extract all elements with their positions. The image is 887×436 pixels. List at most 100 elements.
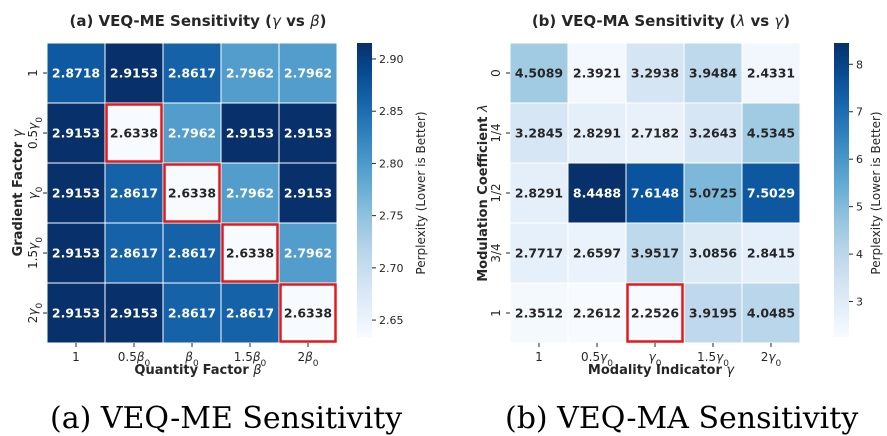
- cell-value-label: 3.2643: [689, 126, 737, 141]
- heatmap-cell: [567, 162, 627, 224]
- cell-value-label: 2.8617: [168, 306, 216, 321]
- x-tick-label: β0: [184, 350, 199, 369]
- cell-value-label: 3.0856: [689, 246, 738, 261]
- cell-value-label: 5.0725: [689, 186, 737, 201]
- cell-value-label: 4.5345: [747, 126, 795, 141]
- heatmap-cell: [625, 222, 685, 284]
- heatmap-cell: [683, 102, 743, 164]
- colorbar-tick-label: 2.65: [379, 314, 404, 327]
- cell-value-label: 2.2612: [573, 306, 621, 321]
- y-tick-label: 2γ0: [26, 302, 45, 323]
- y-tick-label: 1: [489, 309, 503, 317]
- heatmap-cell: [46, 42, 106, 104]
- cell-value-label: 8.4488: [573, 186, 621, 201]
- y-tick-label: 1/2: [489, 183, 503, 202]
- heatmap-cell: [278, 102, 338, 164]
- cell-value-label: 2.3512: [515, 306, 563, 321]
- colorbar-tick-label: 2.70: [379, 262, 404, 275]
- x-axis-label: Modality Indicator γ: [588, 363, 736, 378]
- heatmap-cell: [567, 282, 627, 344]
- cell-value-label: 2.6338: [110, 126, 158, 141]
- heatmap-cell: [162, 102, 222, 164]
- cell-value-label: 2.9153: [110, 306, 158, 321]
- x-tick-label: 1: [72, 350, 80, 364]
- cell-value-label: 2.4331: [747, 66, 795, 81]
- heatmap-b: (b) VEQ-MA Sensitivity (λ vs γ) 4.5089 2.3…: [476, 12, 883, 378]
- colorbar-tick-label: 2.90: [379, 53, 404, 66]
- chart-title-a: (a) VEQ-ME Sensitivity (γ vs β): [69, 12, 326, 30]
- highlight-box: [279, 283, 337, 343]
- x-tick-label: 2γ0: [761, 350, 782, 369]
- cell-value-label: 2.8617: [110, 246, 158, 261]
- cell-value-label: 2.3921: [573, 66, 621, 81]
- colorbar-tick-label: 4: [856, 248, 863, 261]
- heatmap-cell: [625, 102, 685, 164]
- heatmap-cell: [278, 282, 338, 344]
- cell-value-label: 2.7962: [168, 126, 216, 141]
- colorbar-label: Perplexity (Lower is Better): [869, 111, 883, 274]
- heatmap-cell: [162, 222, 222, 284]
- x-tick-label: 1.5γ0: [697, 350, 729, 369]
- heatmap-cell: [104, 282, 164, 344]
- colorbar-tick-label: 2.85: [379, 105, 404, 118]
- cell-value-label: 2.7717: [515, 246, 563, 261]
- y-tick-label: γ0: [26, 186, 45, 199]
- colorbar-tick-label: 7: [856, 106, 863, 119]
- colorbar-tick-label: 6: [856, 153, 863, 166]
- heatmap-cell: [162, 282, 222, 344]
- y-tick-label: 1: [26, 69, 40, 77]
- colorbar-label: Perplexity (Lower is Better): [414, 111, 428, 274]
- cell-value-label: 3.9484: [689, 66, 738, 81]
- cell-value-label: 2.9153: [52, 186, 100, 201]
- cell-value-label: 2.8291: [515, 186, 563, 201]
- heatmap-cell: [625, 162, 685, 224]
- y-tick-label: 3/4: [489, 243, 503, 262]
- cell-value-label: 2.7962: [226, 186, 274, 201]
- heatmap-cell: [625, 282, 685, 344]
- y-axis-label: Modulation Coefficient λ: [476, 104, 491, 282]
- highlight-box: [163, 163, 221, 223]
- colorbar: [357, 43, 372, 337]
- heatmap-cell: [683, 282, 743, 344]
- y-tick-label: 1.5γ0: [26, 237, 45, 269]
- heatmap-cell: [104, 42, 164, 104]
- cell-value-label: 7.5029: [747, 186, 795, 201]
- cell-value-label: 3.9517: [631, 246, 679, 261]
- cell-value-label: 2.8718: [52, 66, 100, 81]
- cell-value-label: 4.0485: [747, 306, 795, 321]
- cell-value-label: 2.7962: [284, 246, 332, 261]
- y-tick-label: 0: [489, 69, 503, 77]
- heatmap-cell: [741, 282, 801, 344]
- heatmap-cell: [509, 162, 569, 224]
- heatmap-cell: [683, 162, 743, 224]
- cell-value-label: 2.8617: [226, 306, 274, 321]
- cell-value-label: 7.6148: [631, 186, 679, 201]
- figure: (a) VEQ-ME Sensitivity (γ vs β) 2.8718 2.9…: [11, 12, 883, 378]
- colorbar-tick-label: 2.80: [379, 157, 404, 170]
- cell-value-label: 2.9153: [52, 306, 100, 321]
- heatmap-cell: [278, 222, 338, 284]
- cell-value-label: 2.9153: [52, 126, 100, 141]
- cell-value-label: 2.9153: [110, 66, 158, 81]
- heatmap-a: (a) VEQ-ME Sensitivity (γ vs β) 2.8718 2.9…: [11, 12, 428, 378]
- heatmap-cell: [741, 42, 801, 104]
- heatmap-cell: [104, 162, 164, 224]
- cell-value-label: 2.7182: [631, 126, 679, 141]
- x-tick-label: 1.5β0: [234, 350, 267, 369]
- y-tick-label: 0.5γ0: [26, 117, 45, 149]
- x-tick-label: γ0: [649, 350, 662, 369]
- x-axis-label: Quantity Factor β: [134, 363, 261, 378]
- cell-value-label: 2.9153: [284, 126, 332, 141]
- cell-value-label: 3.9195: [689, 306, 737, 321]
- colorbar-tick-label: 8: [856, 58, 863, 71]
- cell-value-label: 2.8617: [110, 186, 158, 201]
- y-tick-label: 1/4: [489, 123, 503, 142]
- y-axis-label: Gradient Factor γ: [11, 128, 26, 256]
- heatmap-cell: [683, 42, 743, 104]
- cell-value-label: 4.5089: [515, 66, 563, 81]
- cell-value-label: 2.6338: [226, 246, 274, 261]
- heatmap-cell: [741, 222, 801, 284]
- chart-title-b: (b) VEQ-MA Sensitivity (λ vs γ): [532, 12, 790, 30]
- caption-a: (a) VEQ-ME Sensitivity: [50, 401, 403, 436]
- cell-value-label: 2.6338: [284, 306, 332, 321]
